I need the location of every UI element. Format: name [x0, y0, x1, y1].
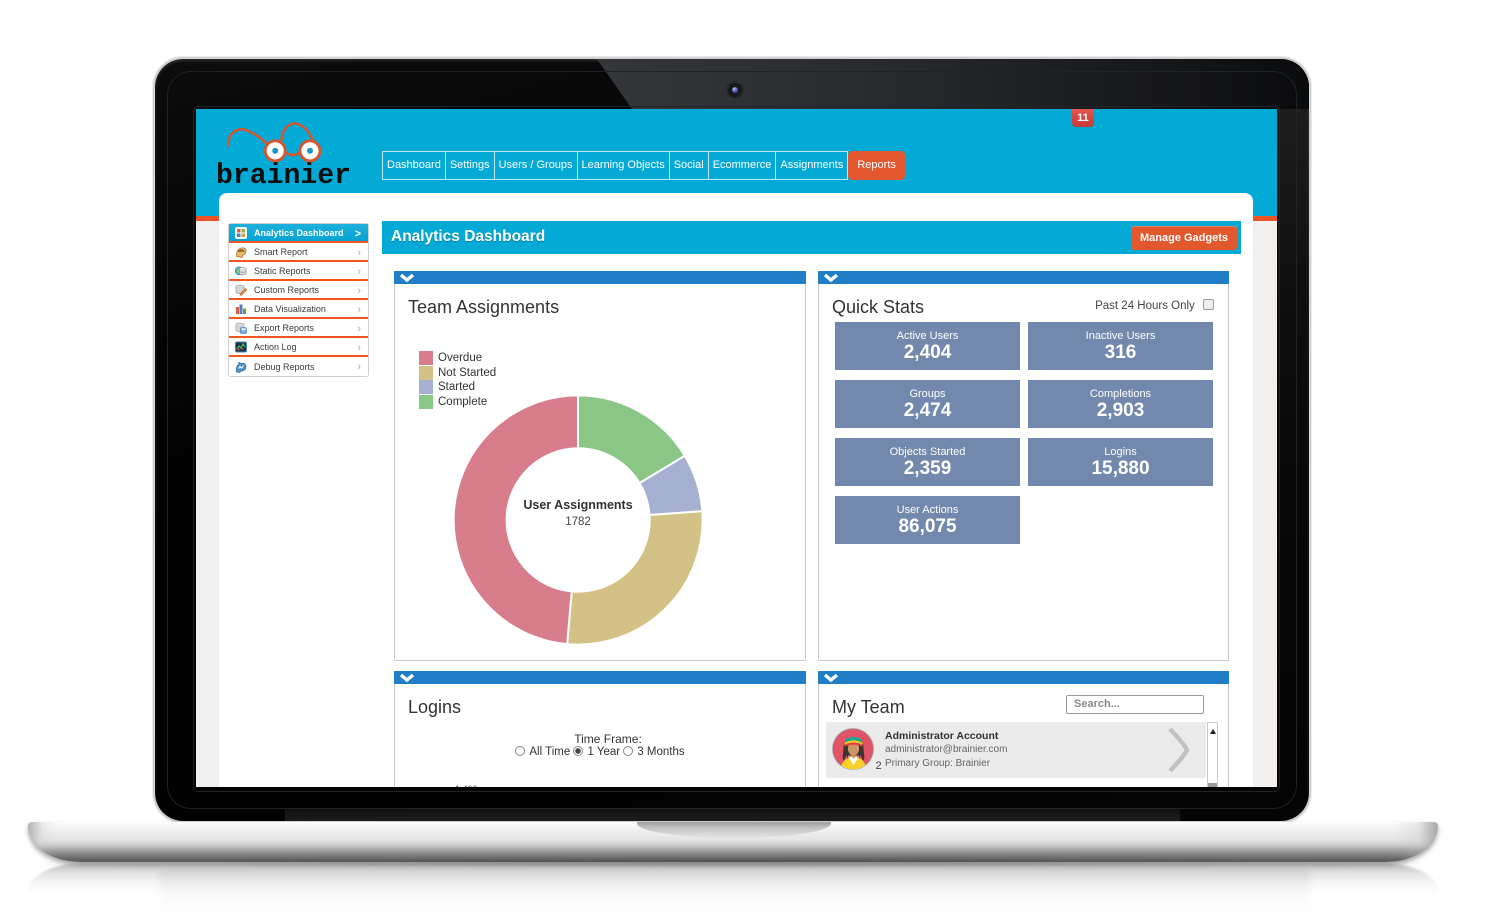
svg-text:User Assignments: User Assignments: [523, 498, 632, 512]
svg-text:1782: 1782: [565, 516, 591, 528]
svg-text:2: 2: [875, 760, 881, 772]
